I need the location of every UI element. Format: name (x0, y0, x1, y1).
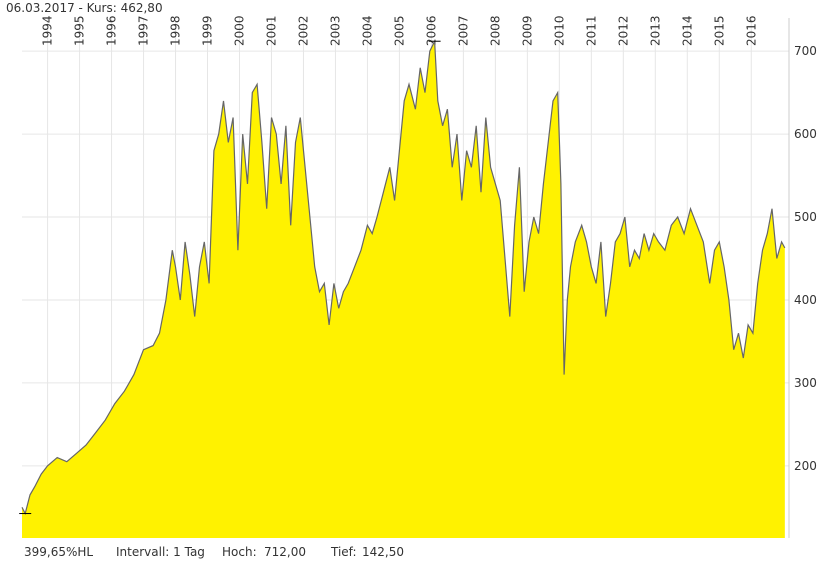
y-tick-label: 600 (794, 127, 817, 141)
y-tick-label: 200 (794, 459, 817, 473)
footer-high: 712,00 (264, 545, 306, 559)
y-tick-label: 300 (794, 376, 817, 390)
x-tick-label: 1994 (41, 15, 55, 46)
y-tick-label: 400 (794, 293, 817, 307)
x-tick-label: 2013 (648, 15, 662, 46)
x-tick-label: 2011 (584, 15, 598, 46)
x-tick-label: 1998 (169, 15, 183, 46)
footer-high-label: Hoch: (222, 545, 257, 559)
y-tick-label: 700 (794, 44, 817, 58)
x-tick-label: 2009 (520, 15, 534, 46)
x-tick-label: 2012 (616, 15, 630, 46)
x-tick-label: 2000 (232, 15, 246, 46)
x-tick-label: 2015 (712, 15, 726, 46)
x-tick-label: 2004 (360, 15, 374, 46)
x-tick-label: 2003 (328, 15, 342, 46)
x-tick-label: 1999 (201, 15, 215, 46)
x-tick-label: 2001 (264, 15, 278, 46)
chart-title: 06.03.2017 - Kurs: 462,80 (6, 1, 163, 15)
x-tick-label: 2016 (744, 15, 758, 46)
x-tick-label: 2010 (552, 15, 566, 46)
x-tick-label: 2007 (456, 15, 470, 46)
x-tick-label: 1995 (73, 15, 87, 46)
footer-range: 399,65%HL (24, 545, 93, 559)
x-tick-label: 2002 (296, 15, 310, 46)
footer-interval: Intervall: 1 Tag (116, 545, 205, 559)
x-tick-label: 2008 (488, 15, 502, 46)
footer-low: 142,50 (362, 545, 404, 559)
x-tick-label: 2006 (424, 15, 438, 46)
x-tick-label: 1997 (137, 15, 151, 46)
x-tick-label: 2005 (392, 15, 406, 46)
footer-low-label: Tief: (330, 545, 357, 559)
area (22, 41, 785, 538)
y-tick-label: 500 (794, 210, 817, 224)
x-tick-label: 1996 (105, 15, 119, 46)
x-tick-label: 2014 (680, 15, 694, 46)
